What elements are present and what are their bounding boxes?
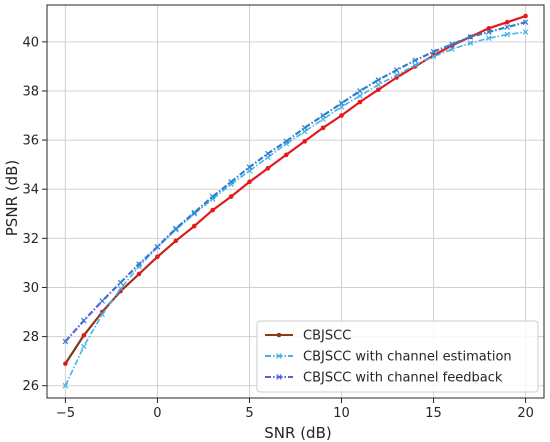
y-axis-label: PSNR (dB) [3,160,21,237]
data-point [155,254,160,260]
data-point [210,207,215,213]
y-tick-label: 36 [22,134,39,149]
data-point [283,152,289,158]
data-point [376,87,381,93]
data-point [191,223,197,229]
data-point [265,150,271,157]
data-point [117,285,124,292]
legend: CBJSCC CBJSCC with channel estimation CBJS… [256,320,539,393]
data-point [522,29,529,35]
data-point [80,317,87,324]
data-point [62,382,69,389]
data-point [504,19,510,25]
data-point [522,19,529,26]
data-point [339,113,344,118]
y-tick-label: 34 [22,183,39,198]
data-point [393,72,400,78]
data-point [301,124,308,131]
x-tick-label: −5 [56,406,75,421]
y-tick-label: 40 [22,35,39,50]
data-point [412,62,418,69]
data-point [467,34,474,40]
legend-marker [276,332,282,338]
data-point [228,179,234,185]
legend-marker [276,374,282,380]
legend-label: CBJSCC with channel feedback [303,371,503,386]
legend-marker [276,353,282,359]
legend-entry: CBJSCC [265,329,351,344]
data-point [136,261,142,267]
data-point [485,29,492,35]
legend-label: CBJSCC [303,329,351,344]
data-point [320,125,326,131]
data-point [265,166,271,171]
plot-frame [46,4,545,399]
legend-box [256,320,539,393]
y-tick-label: 32 [22,232,39,247]
data-point [228,194,234,199]
data-point [523,13,528,19]
x-tick-label: 0 [153,406,161,421]
series-line [64,31,526,387]
ticks: −5 0 5 10 15 20 26 28 30 32 34 36 38 40 [22,35,533,421]
data-point [99,311,106,318]
data-point [357,99,363,105]
legend-label: CBJSCC with channel estimation [303,350,512,365]
data-point [320,112,326,119]
data-point [485,35,492,41]
data-point [486,26,492,31]
y-tick-label: 30 [22,281,39,296]
data-point [62,338,69,345]
data-point [81,333,87,338]
data-point [302,139,308,144]
x-tick-label: 10 [333,406,350,421]
data-point [283,138,290,145]
y-tick-label: 26 [22,379,39,394]
data-point [63,361,68,366]
x-axis-label: SNR (dB) [264,424,331,442]
data-point [375,77,382,83]
data-point [80,343,87,350]
data-point [209,193,216,200]
series-3 [62,19,529,345]
data-point [504,31,511,38]
y-tick-label: 28 [22,330,39,345]
data-point [99,298,106,304]
data-point [136,271,142,277]
x-tick-label: 20 [517,406,534,421]
data-point [246,164,253,170]
data-point [247,179,252,185]
data-point [375,82,382,88]
data-point [449,46,455,53]
data-point [338,100,345,107]
legend-entry: CBJSCC with channel estimation [265,350,512,365]
data-point [504,24,511,30]
data-point [191,209,198,216]
series-line [64,15,526,365]
data-point [173,225,179,232]
data-point [430,53,437,60]
y-tick-label: 38 [22,84,39,99]
x-tick-label: 15 [425,406,442,421]
legend-entry: CBJSCC with channel feedback [265,371,503,386]
data-point [154,244,161,250]
data-point [393,67,400,73]
data-point [467,40,474,46]
data-point [357,93,363,99]
data-point [173,238,179,244]
data-point [412,57,418,64]
data-point [357,88,363,94]
grid [47,5,544,398]
series-layer [62,13,529,389]
data-point [430,48,437,55]
data-point [449,43,455,48]
series-line [64,21,526,343]
data-point [449,41,455,48]
x-tick-label: 5 [245,406,253,421]
data-point [117,279,124,286]
